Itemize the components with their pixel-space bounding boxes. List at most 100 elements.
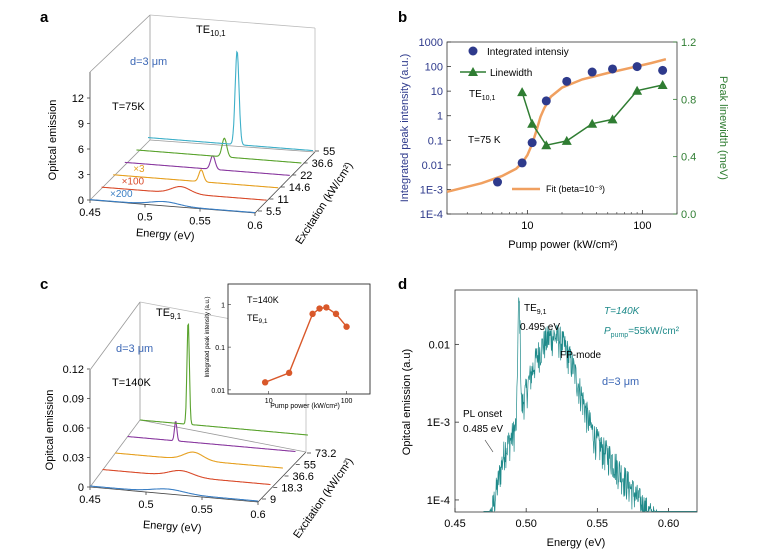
a-series-multiplier: ×100 [122,177,145,188]
a-thickness: d=3 μm [130,56,167,68]
b-legend-marker-linewidth [468,67,478,76]
b-y2tick-label: 0.8 [681,94,696,106]
c-ytick-label: 0 [78,482,84,494]
b-linewidth-point [541,140,552,150]
b-linewidth-point [632,85,643,95]
b-ytick-label: 1E-4 [420,209,443,221]
c-inset-ytick-label: 0.01 [211,388,225,395]
panel-label-a: a [40,9,49,26]
c-series-line [102,468,271,486]
a-xtick-label: 0.45 [79,207,100,219]
c-xaxis [89,486,259,503]
c-inset-point [309,310,316,318]
a-box-edge [149,139,316,153]
panel-label-d: d [398,276,407,293]
d-temperature: T=140K [604,306,641,317]
b-mode-label: TE10,1 [469,89,496,102]
c-ztick-label: 9 [270,494,276,506]
c-ztick-label: 55 [304,460,316,472]
c-zlabel: Excitation (kW/cm²) [291,456,356,541]
a-series-multiplier: ×3 [133,164,145,175]
a-ytick-label: 12 [72,93,84,105]
b-linewidth-point [587,118,598,128]
b-ytick-label: 0.1 [428,135,443,147]
b-intensity-point [562,76,572,86]
c-inset-point [261,379,269,386]
c-xtick-label: 0.55 [191,504,212,516]
d-mode-label: TE9,1 [524,303,547,316]
c-zaxis [257,451,307,503]
b-ylabel2: Peak linewidth (meV) [717,76,729,180]
b-ytick-label: 10 [431,86,443,98]
c-ytick-label: 0.03 [63,453,84,465]
b-y2tick-label: 0.4 [681,152,696,164]
d-xtick-label: 0.55 [587,518,608,530]
c-temperature: T=140K [112,377,151,389]
a-ztick-label: 55 [323,146,335,158]
a-ztick-label: 22 [300,170,312,182]
b-ytick-label: 1 [437,111,443,123]
c-series-line [127,421,296,453]
c-box-edge [139,419,307,453]
a-box-edge [89,14,151,73]
c-ztick-label: 18.3 [281,483,302,495]
b-intensity-point [517,158,527,168]
b-legend-marker-intensity [468,46,478,56]
a-ytick-label: 9 [78,119,84,131]
b-intensity-point [493,177,503,187]
d-fp-mode: FP-mode [560,350,602,361]
c-box-edge [89,301,141,371]
d-mode-energy: 0.495 eV [520,322,560,333]
b-linewidth-point [527,118,538,128]
c-inset-xtick-label: 100 [341,398,353,405]
c-inset-chart: 0.01 0.1 1 10 100 Integrated peak intensity … [205,283,371,410]
c-series-line [139,322,308,436]
b-intensity-point [658,65,668,75]
a-series-line [148,50,314,152]
a-series-line [113,169,279,189]
b-legend-linewidth: Linewidth [490,68,532,79]
panel-c-chart: 0 0.03 0.06 0.09 0.12 0.45 0.5 0.55 0.6 9 18.336… [44,283,371,541]
c-inset-ytick-label: 1 [221,302,225,309]
c-inset-mode-label: TE9,1 [247,313,268,325]
c-ytick-label: 0.12 [63,364,84,376]
c-inset-point [285,369,293,377]
c-series-line [114,451,283,469]
c-xtick-label: 0.5 [138,499,153,511]
a-ztick-label: 5.5 [266,206,281,218]
c-inset-xlabel: Pump power (kW/cm²) [270,403,340,410]
b-linewidth-point [517,87,528,97]
c-inset-ylabel: Integrated peak intensity (a.u.) [205,296,211,377]
d-xtick-label: 0.50 [515,518,536,530]
d-ylabel: Opitcal emission (a.u) [401,349,413,455]
a-series-line [124,155,290,176]
d-pl-onset-energy: 0.485 eV [463,424,503,435]
c-ztick-label: 73.2 [315,448,336,460]
d-xtick-label: 0.45 [444,518,465,530]
c-inset-point [332,310,340,318]
a-zaxis [254,151,316,214]
c-inset-temperature: T=140K [247,295,279,305]
c-inset-frame [227,283,371,395]
a-series-line [90,199,256,214]
d-xtick-label: 0.60 [658,518,679,530]
c-mode-label: TE9,1 [156,307,182,321]
a-xlabel: Energy (eV) [136,227,195,243]
b-intensity-point [608,64,618,74]
b-linewidth-point [607,114,618,124]
a-series-line [101,186,267,201]
a-ztick-label: 11 [277,194,288,206]
b-legend-intensity: Integrated intensiy [487,47,569,58]
b-xtick-label: 10 [521,220,533,232]
c-series-line [89,485,258,502]
d-frame [454,289,698,513]
a-ytick-label: 3 [78,170,84,182]
c-ylabel: Opitcal emission [44,390,56,471]
d-spectrum-line [483,297,697,513]
b-intensity-point [587,67,597,77]
d-ytick-label: 0.01 [429,339,450,351]
a-ztick-label: 36.6 [312,158,333,170]
panel-label-c: c [40,276,48,293]
